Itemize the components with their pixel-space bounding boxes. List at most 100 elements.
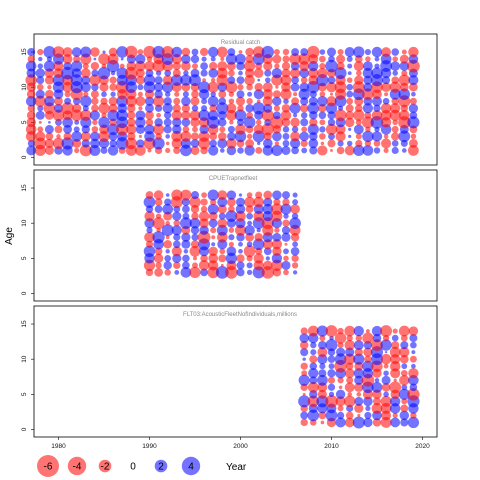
residual-bubble — [200, 105, 208, 112]
residual-bubble — [244, 74, 255, 86]
residual-bubble — [145, 191, 154, 199]
legend-bubble — [37, 455, 59, 477]
residual-bubble — [391, 132, 400, 141]
residual-bubble — [316, 374, 328, 386]
residual-bubble — [380, 353, 392, 365]
residual-bubble — [145, 240, 154, 248]
residual-bubble — [198, 260, 210, 271]
residual-bubble — [201, 192, 207, 198]
residual-bubble — [283, 98, 289, 105]
residual-bubble — [346, 334, 353, 342]
residual-bubble — [216, 46, 228, 58]
residual-bubble — [135, 68, 145, 78]
residual-bubble — [182, 91, 189, 98]
residual-bubble — [126, 124, 137, 135]
residual-bubble — [352, 81, 365, 94]
residual-bubble — [252, 130, 265, 143]
residual-bubble — [291, 76, 299, 85]
residual-bubble — [299, 333, 309, 343]
residual-bubble — [107, 109, 119, 122]
residual-bubble — [407, 388, 420, 401]
residual-bubble — [156, 112, 162, 118]
residual-bubble — [336, 146, 345, 155]
residual-bubble — [44, 75, 54, 85]
residual-bubble — [363, 347, 373, 357]
residual-bubble — [27, 55, 35, 63]
residual-bubble — [272, 246, 282, 257]
residual-bubble — [210, 198, 217, 206]
residual-bubble — [208, 253, 219, 264]
residual-bubble — [155, 262, 162, 269]
residual-bubble — [143, 45, 156, 59]
residual-bubble — [399, 347, 410, 358]
residual-bubble — [280, 110, 292, 121]
residual-bubble — [127, 118, 136, 127]
residual-bubble — [253, 89, 264, 100]
residual-bubble — [163, 111, 172, 120]
residual-bubble — [192, 126, 198, 133]
residual-bubble — [137, 91, 143, 97]
residual-bubble — [308, 67, 319, 79]
residual-bubble — [170, 74, 183, 86]
residual-bubble — [155, 213, 162, 219]
residual-bubble — [401, 369, 408, 377]
residual-bubble — [62, 117, 73, 128]
residual-bubble — [235, 96, 246, 106]
residual-bubble — [347, 392, 352, 397]
legend: -6 -4 -2 0 2 4 — [37, 455, 201, 477]
residual-bubble — [89, 74, 101, 86]
residual-bubble — [89, 144, 101, 156]
residual-bubble — [374, 378, 380, 383]
residual-bubble — [162, 203, 174, 215]
residual-bubble — [172, 253, 182, 263]
residual-bubble — [199, 218, 209, 228]
residual-bubble — [383, 363, 389, 369]
legend-bubble — [67, 456, 87, 476]
residual-bubble — [389, 346, 401, 358]
residual-bubble — [298, 53, 310, 65]
residual-bubble — [154, 198, 163, 206]
residual-bubble — [163, 240, 172, 249]
residual-bubble — [380, 339, 392, 351]
residual-bubble — [281, 103, 291, 113]
residual-bubble — [191, 212, 199, 220]
residual-bubble — [280, 74, 292, 86]
residual-bubble — [373, 140, 381, 147]
residual-bubble — [44, 145, 54, 156]
residual-bubble — [217, 138, 228, 149]
residual-bubble — [344, 417, 355, 428]
residual-bubble — [391, 146, 399, 155]
residual-bubble — [400, 404, 409, 413]
residual-bubble — [271, 144, 283, 157]
residual-bubble — [298, 88, 310, 100]
residual-bubble — [365, 405, 371, 411]
residual-bubble — [320, 141, 325, 146]
residual-bubble — [172, 104, 181, 113]
residual-bubble — [225, 53, 237, 65]
residual-bubble — [26, 110, 36, 120]
residual-bubble — [144, 60, 155, 72]
residual-bubble — [238, 241, 243, 247]
residual-bubble — [372, 397, 382, 406]
residual-bubble — [135, 96, 146, 107]
residual-bubble — [271, 253, 283, 264]
residual-bubble — [226, 197, 236, 207]
residual-bubble — [289, 138, 301, 149]
residual-bubble — [237, 105, 244, 112]
residual-bubble — [172, 117, 182, 128]
residual-bubble — [372, 418, 382, 427]
residual-bubble — [91, 104, 99, 113]
residual-bubble — [174, 269, 180, 275]
residual-bubble — [235, 53, 246, 65]
residual-bubble — [199, 124, 209, 134]
residual-bubble — [363, 61, 373, 71]
residual-bubble — [353, 368, 364, 379]
residual-bubble — [389, 360, 401, 372]
residual-bubble — [227, 48, 236, 56]
residual-bubble — [410, 341, 417, 349]
residual-bubble — [309, 376, 318, 385]
residual-bubble — [35, 110, 45, 120]
residual-bubble — [236, 261, 245, 270]
residual-bubble — [216, 67, 228, 79]
residual-bubble — [235, 224, 246, 236]
